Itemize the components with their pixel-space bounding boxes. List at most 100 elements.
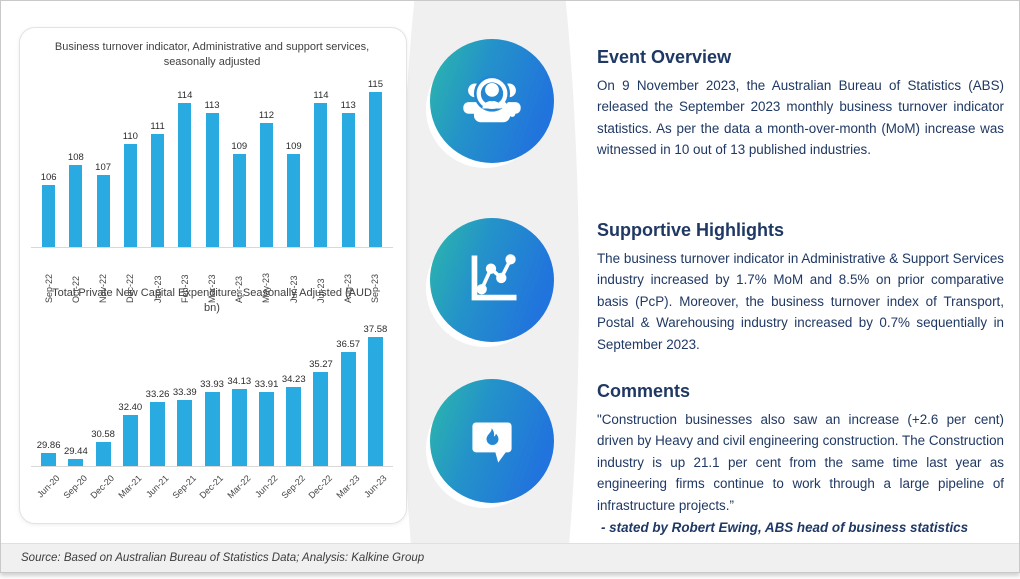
bar <box>286 386 302 466</box>
bar-column: 114 <box>171 90 198 247</box>
bar <box>177 399 193 466</box>
x-axis-label: Jun-23 <box>361 472 389 500</box>
bar-value-label: 108 <box>67 151 84 163</box>
bar-value-label: 34.13 <box>227 375 252 387</box>
bar <box>287 153 301 247</box>
x-axis-label: Dec-22 <box>306 472 335 501</box>
x-axis-label: Mar-21 <box>116 472 144 500</box>
bar-value-label: 37.58 <box>363 323 388 335</box>
x-axis-label: Sep-21 <box>170 472 198 501</box>
chart-title: Business turnover indicator, Administrat… <box>54 41 370 68</box>
bar-value-label: 113 <box>340 99 356 111</box>
bar-value-label: 30.58 <box>91 428 115 440</box>
bar-column: 37.58 <box>362 324 389 466</box>
bar-column: 36.57 <box>335 339 362 466</box>
bar-value-label: 33.93 <box>200 378 224 390</box>
people-search-glyph <box>463 75 521 123</box>
bar-value-label: 115 <box>367 78 383 90</box>
bar-column: 107 <box>89 162 116 247</box>
bar-column: 109 <box>280 141 307 247</box>
bar <box>340 351 356 466</box>
bar-column: 29.86 <box>35 440 62 466</box>
chart-title: Total Private New Capital Expenditure, S… <box>52 287 372 314</box>
bar-value-label: 33.26 <box>145 388 170 400</box>
bar-chart-plot: 106 108 107 110 111 114 113 109 112 109 114 113 115 <box>31 77 393 248</box>
x-axis-label: Dec-20 <box>88 472 117 501</box>
bar-column: 111 <box>144 121 171 247</box>
comment-attribution: - stated by Robert Ewing, ABS head of bu… <box>601 520 969 536</box>
bar-column: 109 <box>226 141 253 247</box>
trend-chart-icon <box>430 218 554 342</box>
bar-value-label: 107 <box>95 161 112 173</box>
section-event-overview: Event Overview On 9 November 2023, the A… <box>597 47 1004 161</box>
bar <box>68 458 84 466</box>
bar-column: 33.26 <box>144 389 171 466</box>
x-axis-label: Jun-22 <box>253 472 280 500</box>
bar-value-label: 33.91 <box>254 378 279 390</box>
bar-value-label: 36.57 <box>336 338 361 350</box>
bar <box>231 388 247 466</box>
bar <box>150 401 166 466</box>
bar <box>41 452 57 466</box>
section-body: On 9 November 2023, the Australian Burea… <box>597 78 1004 158</box>
bar-value-label: 35.27 <box>309 358 333 370</box>
bar-value-label: 114 <box>177 89 193 101</box>
x-axis-label: Dec-21 <box>197 472 226 501</box>
bar <box>368 91 382 247</box>
x-axis-label: Mar-23 <box>334 472 362 500</box>
section-comments: Comments "Construction businesses also s… <box>597 381 1004 538</box>
bar <box>178 102 192 247</box>
bar-column: 108 <box>62 152 89 247</box>
x-axis-label: Mar-22 <box>225 472 253 500</box>
bar-column: 113 <box>335 100 362 247</box>
x-axis-labels: Jun-20 Sep-20 Dec-20 Mar-21 Jun-21 Sep-21 Dec-… <box>31 467 393 507</box>
bar-value-label: 32.40 <box>118 401 143 413</box>
bar-column: 106 <box>35 172 62 247</box>
bar-column: 112 <box>253 110 280 247</box>
bar-value-label: 29.44 <box>63 445 88 457</box>
people-search-icon <box>430 39 554 163</box>
x-axis-label: Jun-21 <box>144 472 171 500</box>
bar-value-label: 110 <box>122 130 138 142</box>
x-axis-label: Jun-20 <box>35 472 62 500</box>
bar-value-label: 109 <box>285 140 302 152</box>
source-text: Source: Based on Australian Bureau of St… <box>21 552 425 564</box>
bar-column: 115 <box>362 79 389 247</box>
bar-value-label: 114 <box>313 89 329 101</box>
bar <box>258 391 274 466</box>
bar-column: 33.39 <box>171 387 198 466</box>
bar-column: 29.44 <box>62 446 89 466</box>
charts-panel: Business turnover indicator, Administrat… <box>19 27 407 524</box>
bar-value-label: 33.39 <box>172 386 197 398</box>
x-axis-label: Sep-22 <box>279 472 307 501</box>
section-title: Event Overview <box>597 47 732 67</box>
bar <box>69 164 83 247</box>
bar <box>204 391 220 466</box>
section-supportive-highlights: Supportive Highlights The business turno… <box>597 220 1004 355</box>
bar-column: 33.91 <box>253 379 280 466</box>
bar <box>341 112 355 247</box>
bar-value-label: 109 <box>231 140 248 152</box>
bar-column: 33.93 <box>198 379 225 466</box>
bar-value-label: 34.23 <box>281 373 306 385</box>
bar <box>314 102 328 247</box>
bar-value-label: 29.86 <box>36 439 61 451</box>
x-axis-label: Sep-20 <box>61 472 89 501</box>
bar <box>95 441 111 466</box>
bar <box>122 414 138 466</box>
section-title: Comments <box>597 381 691 401</box>
bar-value-label: 111 <box>150 120 165 132</box>
bar <box>96 174 110 247</box>
bar <box>232 153 246 247</box>
bar-column: 34.13 <box>226 376 253 466</box>
trend-chart-glyph <box>471 254 517 301</box>
bar-column: 114 <box>307 90 334 247</box>
bar <box>42 184 56 247</box>
flame-comment-glyph <box>472 422 512 463</box>
bar <box>123 143 137 247</box>
bar-column: 30.58 <box>89 429 116 466</box>
source-bar: Source: Based on Australian Bureau of St… <box>1 543 1019 572</box>
bar-column: 32.40 <box>117 402 144 466</box>
bar <box>205 112 219 247</box>
